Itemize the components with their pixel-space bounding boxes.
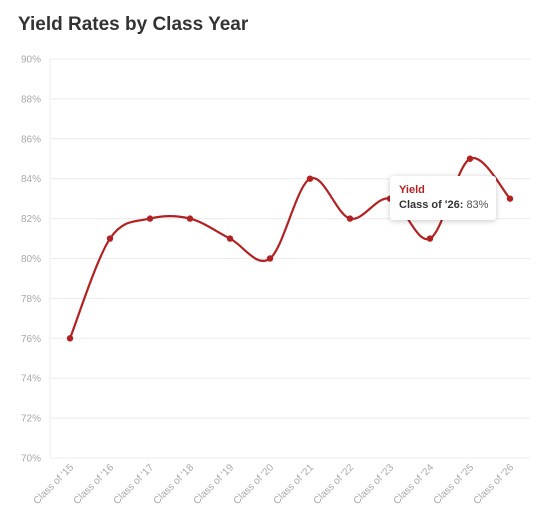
y-tick-label: 84% (21, 174, 41, 185)
y-tick-label: 86% (21, 134, 41, 145)
data-point[interactable] (426, 235, 434, 242)
tooltip: Yield Class of '26: 83% (390, 176, 496, 220)
data-point[interactable] (226, 235, 234, 242)
y-tick-label: 72% (21, 414, 41, 425)
data-point[interactable] (106, 235, 114, 242)
tooltip-value: 83% (466, 199, 489, 211)
y-tick-label: 88% (21, 94, 41, 105)
x-tick-label: Class of '18 (152, 462, 197, 507)
data-point[interactable] (146, 215, 154, 222)
y-tick-label: 82% (21, 214, 41, 225)
x-tick-label: Class of '22 (312, 462, 357, 507)
x-tick-label: Class of '17 (112, 462, 157, 507)
data-point[interactable] (346, 215, 354, 222)
data-point[interactable] (466, 155, 474, 162)
y-tick-label: 80% (21, 254, 41, 265)
series-line-yield (68, 157, 511, 339)
x-tick-label: Class of '19 (192, 462, 237, 507)
chart-title: Yield Rates by Class Year (18, 14, 249, 35)
x-tick-label: Class of '20 (232, 462, 277, 507)
data-point[interactable] (266, 255, 274, 262)
tooltip-series-name: Yield (399, 184, 425, 196)
gridlines (49, 58, 530, 459)
data-point[interactable] (306, 175, 314, 182)
x-tick-label: Class of '21 (272, 462, 317, 507)
x-tick-label: Class of '26 (472, 462, 517, 507)
tooltip-category: Class of '26: (399, 199, 464, 211)
y-tick-label: 70% (21, 454, 41, 465)
x-tick-label: Class of '25 (432, 462, 477, 507)
y-tick-label: 76% (21, 334, 41, 345)
data-point[interactable] (66, 335, 74, 342)
x-tick-label: Class of '16 (72, 462, 117, 507)
data-point[interactable] (506, 195, 514, 202)
y-tick-label: 90% (21, 55, 41, 66)
series-line-layer (68, 157, 511, 339)
x-tick-label: Class of '15 (32, 462, 77, 507)
y-tick-label: 78% (21, 294, 41, 305)
data-point[interactable] (186, 215, 194, 222)
x-tick-label: Class of '24 (392, 462, 437, 507)
x-tick-label: Class of '23 (352, 462, 397, 507)
y-axis-ticks: 70% 72% 74% 76% 78% 80% 82% 84% 86% 88% 90% (21, 55, 41, 465)
y-tick-label: 74% (21, 374, 41, 385)
